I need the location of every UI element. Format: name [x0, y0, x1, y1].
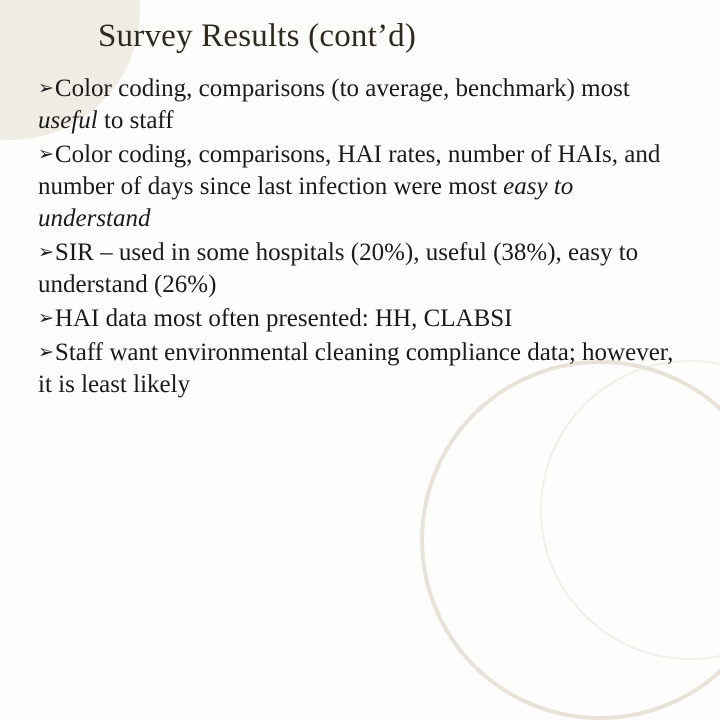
bullet-item: ➢SIR – used in some hospitals (20%), use…: [38, 237, 682, 301]
bullet-item: ➢HAI data most often presented: HH, CLAB…: [38, 303, 682, 335]
bullet-text-pre: HAI data most often presented: HH, CLABS…: [55, 305, 513, 332]
bullet-text-pre: Color coding, comparisons (to average, b…: [55, 75, 630, 102]
bullet-item: ➢Color coding, comparisons, HAI rates, n…: [38, 139, 682, 235]
bullet-text-pre: SIR – used in some hospitals (20%), usef…: [38, 239, 638, 298]
slide-body: ➢Color coding, comparisons (to average, …: [38, 73, 682, 401]
bullet-arrow-icon: ➢: [38, 78, 54, 99]
bullet-text-post: to staff: [98, 107, 174, 134]
bullet-arrow-icon: ➢: [38, 308, 54, 329]
slide-title: Survey Results (cont’d): [98, 18, 682, 55]
bullet-text-pre: Staff want environmental cleaning compli…: [38, 339, 673, 398]
bullet-arrow-icon: ➢: [38, 242, 54, 263]
slide-area: Survey Results (cont’d) ➢Color coding, c…: [0, 0, 720, 540]
bullet-item: ➢Color coding, comparisons (to average, …: [38, 73, 682, 137]
bullet-arrow-icon: ➢: [38, 144, 54, 165]
bullet-arrow-icon: ➢: [38, 342, 54, 363]
bullet-text-em: useful: [38, 107, 98, 134]
bullet-item: ➢Staff want environmental cleaning compl…: [38, 337, 682, 401]
